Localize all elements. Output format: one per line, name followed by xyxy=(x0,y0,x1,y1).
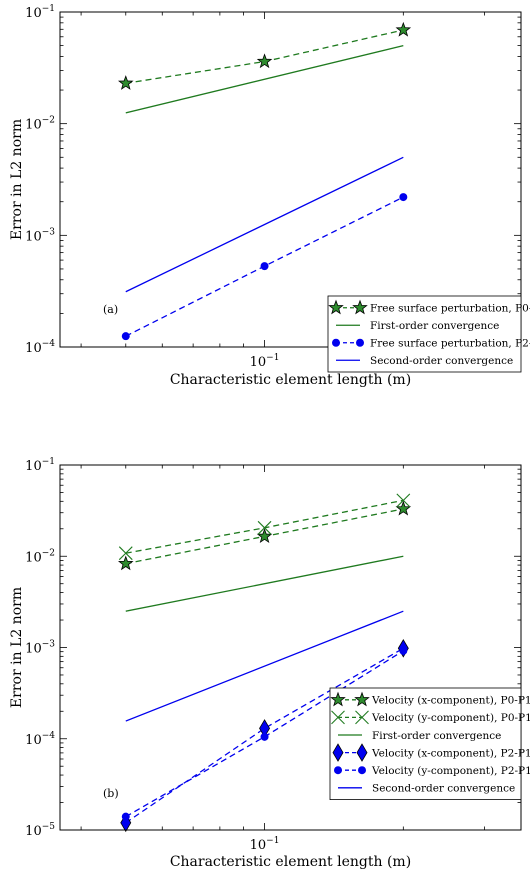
x-tick-label: 10−1 xyxy=(250,353,280,370)
x-axis-label: Characteristic element length (m) xyxy=(170,854,411,870)
legend-item: Free surface perturbation, P2-P1 xyxy=(331,338,530,350)
legend-item: First-order convergence xyxy=(338,730,501,742)
data-point xyxy=(396,493,411,508)
y-tick-label: 10−4 xyxy=(25,339,55,356)
chart-panel-2: 10−1 10−1 10−2 10−3 10−4 10−5 (b) Characteristi… xyxy=(9,457,530,870)
legend: Velocity (x-component), P0-P1 Velocity (y… xyxy=(329,687,530,800)
y-tick-label: 10−3 xyxy=(25,227,55,244)
legend-marker xyxy=(328,299,344,315)
legend-item: Second-order convergence xyxy=(336,355,513,367)
data-point xyxy=(395,21,412,37)
x-tick-label: 10−1 xyxy=(250,836,280,853)
legend-marker xyxy=(330,691,346,707)
data-point xyxy=(121,332,130,341)
legend-item: Velocity (x-component), P2-P1 xyxy=(332,743,530,762)
data-point xyxy=(118,75,134,90)
legend-item: Free surface perturbation, P0-P1 xyxy=(328,299,530,315)
y-tick-label: 10−5 xyxy=(25,822,55,839)
y-tick-label: 10−2 xyxy=(25,548,55,565)
y-tick-label: 10−1 xyxy=(25,457,55,474)
panel-label: (b) xyxy=(103,787,119,800)
data-point xyxy=(260,732,269,741)
legend-label: Free surface perturbation, P2-P1 xyxy=(370,338,530,350)
data-point xyxy=(257,520,272,535)
legend-item: First-order convergence xyxy=(336,320,499,332)
plot-frame xyxy=(59,464,522,831)
y-tick-label: 10−4 xyxy=(25,731,55,748)
series-line xyxy=(125,610,404,722)
legend-label: Velocity (y-component), P0-P1 xyxy=(371,712,530,724)
data-point xyxy=(256,53,273,69)
data-point xyxy=(260,262,269,271)
series-line xyxy=(125,156,404,293)
series-line xyxy=(125,44,404,114)
legend-marker xyxy=(331,710,345,725)
legend-marker xyxy=(357,766,366,775)
markers-group xyxy=(118,21,412,341)
chart-panel-1: 10−1 10−1 10−2 10−3 10−4 (a) Characteristic el… xyxy=(9,4,530,388)
y-tick-label: 10−2 xyxy=(25,116,55,133)
legend-marker xyxy=(332,743,344,762)
y-ticks xyxy=(60,11,521,348)
panel-label: (a) xyxy=(103,303,118,316)
data-point xyxy=(395,500,412,516)
x-axis-label: Characteristic element length (m) xyxy=(170,372,411,388)
data-point xyxy=(121,812,130,821)
legend-label: First-order convergence xyxy=(370,320,499,332)
series-line xyxy=(125,647,404,824)
data-point xyxy=(118,555,134,571)
legend-marker xyxy=(352,299,368,315)
data-point xyxy=(399,646,408,655)
y-tick-label: 10−3 xyxy=(25,640,55,657)
legend-label: Velocity (x-component), P2-P1 xyxy=(371,747,530,759)
legend-label: Velocity (x-component), P0-P1 xyxy=(371,695,530,707)
legend-label: Second-order convergence xyxy=(370,355,513,367)
legend-item: Velocity (y-component), P0-P1 xyxy=(331,710,530,725)
legend-label: First-order convergence xyxy=(372,730,501,742)
series-group xyxy=(125,29,404,337)
legend-marker xyxy=(356,743,368,762)
legend-marker xyxy=(354,691,370,707)
legend-label: Velocity (y-component), P2-P1 xyxy=(371,765,530,777)
legend-item: Velocity (y-component), P2-P1 xyxy=(333,765,530,777)
series-line xyxy=(125,499,404,554)
data-point xyxy=(256,528,273,544)
legend-label: Free surface perturbation, P0-P1 xyxy=(370,303,530,315)
legend-marker xyxy=(331,338,340,347)
legend-item: Second-order convergence xyxy=(338,783,515,795)
legend-item: Velocity (x-component), P0-P1 xyxy=(330,691,530,707)
data-point xyxy=(399,193,408,202)
markers-group xyxy=(118,493,412,833)
y-tick-label: 10−1 xyxy=(25,4,55,21)
legend-marker xyxy=(333,766,342,775)
y-axis-label: Error in L2 norm xyxy=(9,587,25,708)
series-line xyxy=(125,555,404,612)
y-axis-label: Error in L2 norm xyxy=(9,119,25,240)
plot-frame xyxy=(59,11,522,348)
data-point xyxy=(118,546,133,561)
legend-marker xyxy=(355,710,369,725)
legend-marker xyxy=(355,338,364,347)
legend: Free surface perturbation, P0-P1 First-or… xyxy=(327,295,530,373)
legend-label: Second-order convergence xyxy=(372,783,515,795)
